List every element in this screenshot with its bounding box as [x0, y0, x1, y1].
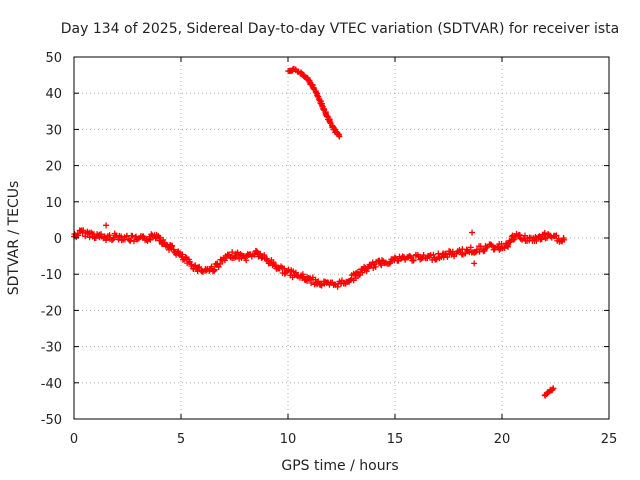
data-point	[223, 255, 230, 262]
data-point	[86, 234, 93, 241]
data-point	[211, 266, 218, 273]
data-point	[336, 133, 343, 140]
data-point	[503, 242, 510, 249]
data-point	[408, 254, 415, 261]
series-lower-segment	[541, 385, 557, 399]
data-point	[483, 244, 490, 251]
y-tick-label: 0	[54, 232, 62, 247]
x-tick-label: 25	[601, 432, 618, 447]
data-point	[378, 262, 385, 269]
data-point	[410, 257, 417, 264]
data-point	[391, 254, 398, 261]
x-axis-label: GPS time / hours	[281, 458, 398, 474]
data-point	[430, 251, 437, 258]
x-tick-label: 20	[494, 432, 511, 447]
y-tick-label: -10	[41, 268, 62, 283]
data-point	[290, 268, 297, 275]
data-point	[471, 260, 478, 267]
x-tick-label: 10	[280, 432, 297, 447]
data-points	[70, 65, 568, 399]
data-point	[442, 250, 449, 257]
data-point	[229, 249, 236, 256]
data-point	[553, 232, 560, 239]
data-point	[467, 244, 474, 251]
data-point	[387, 259, 394, 266]
y-tick-label: 30	[45, 123, 62, 138]
data-point	[195, 264, 202, 271]
data-point	[103, 237, 110, 244]
y-tick-label: 40	[45, 87, 62, 102]
y-axis-label: SDTVAR / TECUs	[6, 181, 22, 296]
data-point	[516, 232, 523, 239]
data-point	[561, 236, 568, 243]
y-tick-label: 50	[45, 51, 62, 66]
data-point	[208, 263, 215, 270]
data-point	[103, 222, 110, 229]
data-point	[196, 263, 203, 270]
data-point	[550, 385, 557, 392]
data-point	[176, 250, 183, 257]
y-tick-label: -40	[41, 377, 62, 392]
data-point	[192, 262, 199, 269]
data-point	[215, 263, 222, 270]
axis-ticks: 0 5 10 15 20 25 -50 -40 -30 -20 -10 0 10 20 30 40 50	[41, 51, 618, 447]
data-point	[75, 232, 82, 239]
y-tick-label: -30	[41, 341, 62, 356]
data-point	[160, 236, 167, 243]
data-point	[179, 251, 186, 258]
data-point	[538, 236, 545, 243]
data-point	[147, 236, 154, 243]
data-point	[496, 246, 503, 253]
data-point	[363, 268, 370, 275]
data-point	[129, 232, 136, 239]
data-point	[541, 230, 548, 237]
data-point	[315, 278, 322, 285]
x-tick-label: 15	[387, 432, 404, 447]
y-tick-label: -50	[41, 413, 62, 428]
series-outliers	[103, 222, 478, 267]
y-tick-label: 20	[45, 160, 62, 175]
data-point	[257, 250, 264, 257]
data-point	[169, 242, 176, 249]
series-upper-arc	[285, 65, 343, 140]
x-tick-label: 5	[177, 432, 185, 447]
chart-title: Day 134 of 2025, Sidereal Day-to-day VTE…	[61, 21, 619, 37]
y-tick-label: 10	[45, 196, 62, 211]
data-point	[469, 229, 476, 236]
x-tick-label: 0	[70, 432, 78, 447]
y-tick-label: -20	[41, 304, 62, 319]
series-main	[70, 227, 568, 290]
